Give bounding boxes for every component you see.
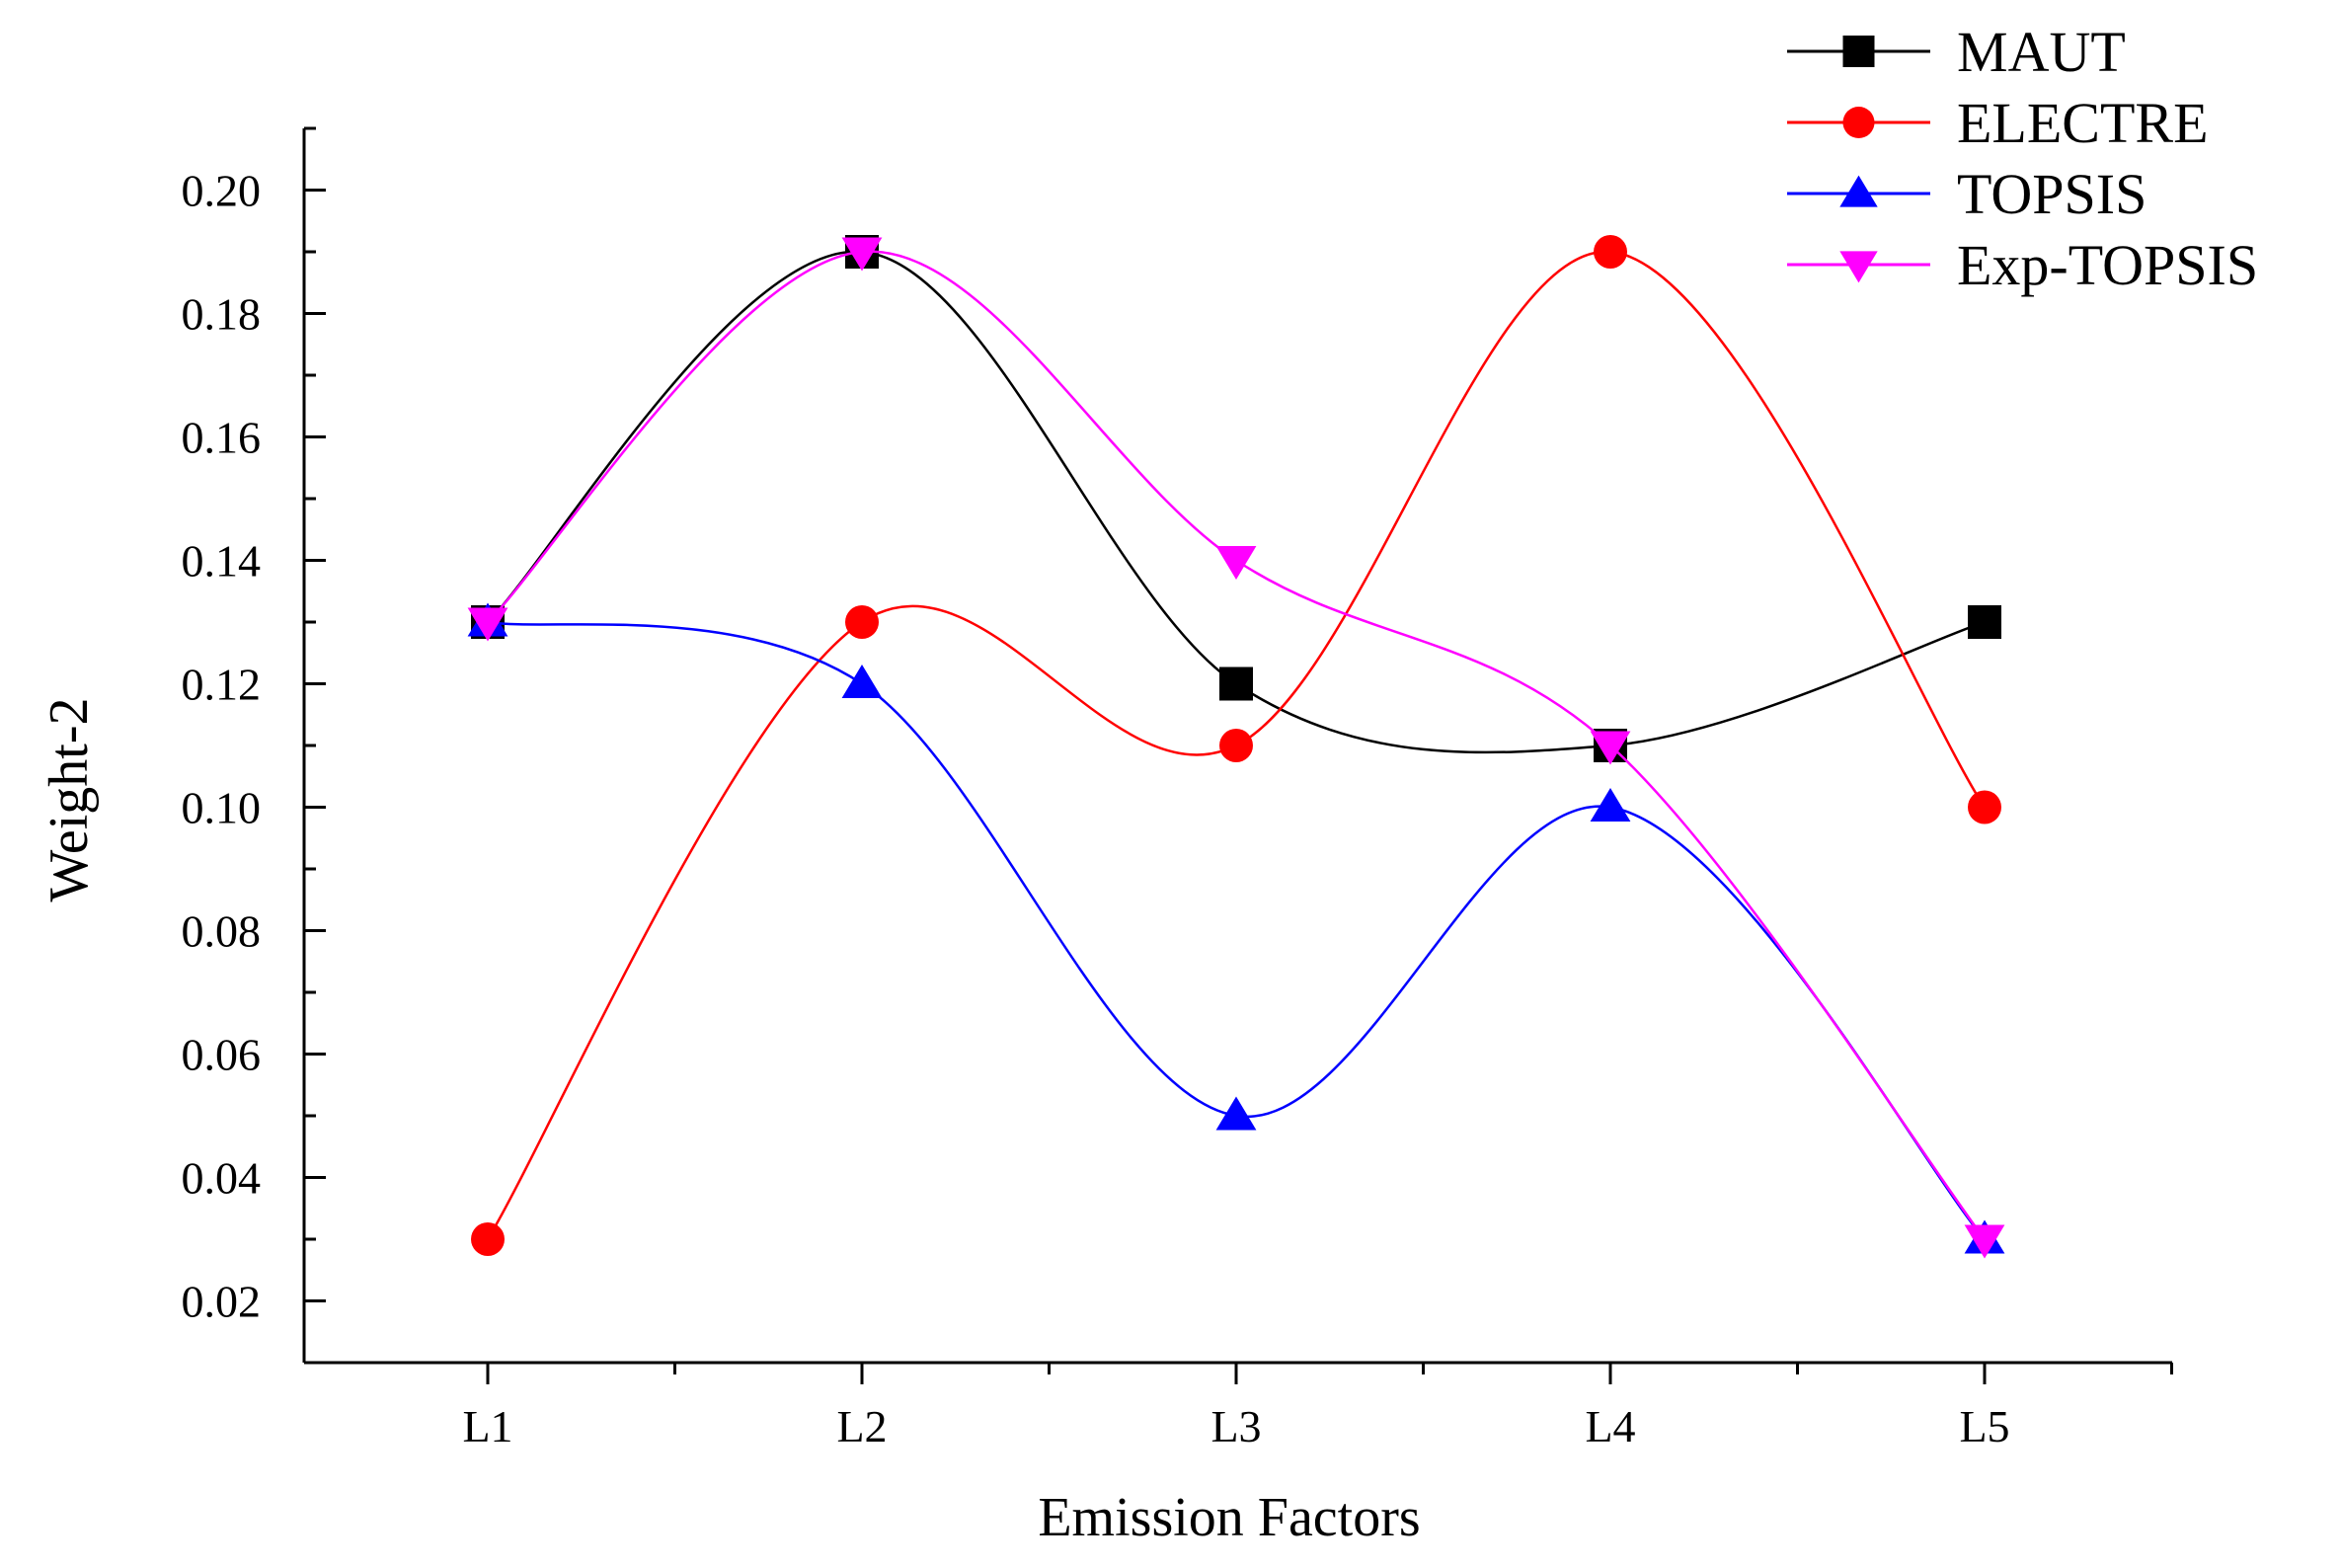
point-topsis-l3 [1215, 1096, 1257, 1131]
x-axis-title: Emission Factors [1038, 1487, 1420, 1548]
y-tick-label: 0.20 [182, 166, 262, 216]
point-electre-l3 [1219, 729, 1253, 762]
x-tick-label: L2 [836, 1401, 887, 1451]
y-tick-label: 0.04 [182, 1153, 262, 1204]
series-topsis [467, 602, 2005, 1254]
legend-label-exp-topsis: Exp-TOPSIS [1957, 233, 2258, 297]
axes: 0.02 0.04 0.06 0.08 0.10 0.12 0.14 0.16 0.18 0.20… [182, 126, 2173, 1451]
series-line-topsis [487, 620, 1986, 1240]
point-exp-topsis-l5 [1964, 1224, 2005, 1259]
series-maut [471, 235, 2001, 762]
y-tick-label: 0.14 [182, 536, 262, 587]
y-tick-label: 0.18 [182, 289, 262, 340]
x-tick-label: L3 [1210, 1401, 1261, 1451]
y-tick-label: 0.02 [182, 1277, 262, 1327]
y-tick-label: 0.08 [182, 906, 262, 957]
point-electre-l2 [845, 605, 879, 639]
legend-label-electre: ELECTRE [1957, 91, 2209, 155]
y-tick-label: 0.06 [182, 1030, 262, 1080]
y-tick-label: 0.10 [182, 783, 262, 833]
series-line-maut [487, 250, 1986, 754]
y-axis-title: Weight-2 [39, 698, 100, 902]
point-exp-topsis-l1 [467, 607, 508, 642]
legend-item-maut: MAUT [1787, 20, 2126, 84]
x-tick-label: L1 [462, 1401, 512, 1451]
legend-marker-electre [1842, 107, 1875, 138]
legend-marker-topsis [1839, 175, 1878, 207]
legend-item-topsis: TOPSIS [1787, 162, 2147, 226]
point-exp-topsis-l3 [1215, 546, 1257, 581]
point-electre-l5 [1968, 790, 2001, 824]
y-tick-label: 0.12 [182, 660, 262, 710]
series-group [467, 235, 2005, 1259]
x-tick-label: L4 [1585, 1401, 1635, 1451]
x-tick-label: L5 [1959, 1401, 2009, 1451]
point-electre-l4 [1594, 235, 1627, 269]
point-maut-l5 [1968, 605, 2001, 639]
legend-label-maut: MAUT [1957, 20, 2126, 84]
y-tick-label: 0.16 [182, 413, 262, 463]
point-topsis-l2 [841, 664, 883, 698]
series-electre [471, 235, 2001, 1256]
legend-item-electre: ELECTRE [1787, 91, 2209, 155]
legend: MAUT ELECTRE TOPSIS Exp-TOPSIS [1787, 20, 2258, 297]
point-exp-topsis-l4 [1590, 731, 1631, 765]
legend-marker-exp-topsis [1839, 251, 1878, 283]
legend-marker-maut [1842, 36, 1875, 67]
point-topsis-l4 [1590, 787, 1631, 822]
legend-item-exp-topsis: Exp-TOPSIS [1787, 233, 2258, 297]
point-exp-topsis-l2 [841, 237, 883, 272]
point-electre-l1 [471, 1222, 505, 1256]
point-maut-l3 [1219, 666, 1253, 701]
series-exp-topsis [467, 237, 2005, 1259]
legend-label-topsis: TOPSIS [1957, 162, 2147, 226]
